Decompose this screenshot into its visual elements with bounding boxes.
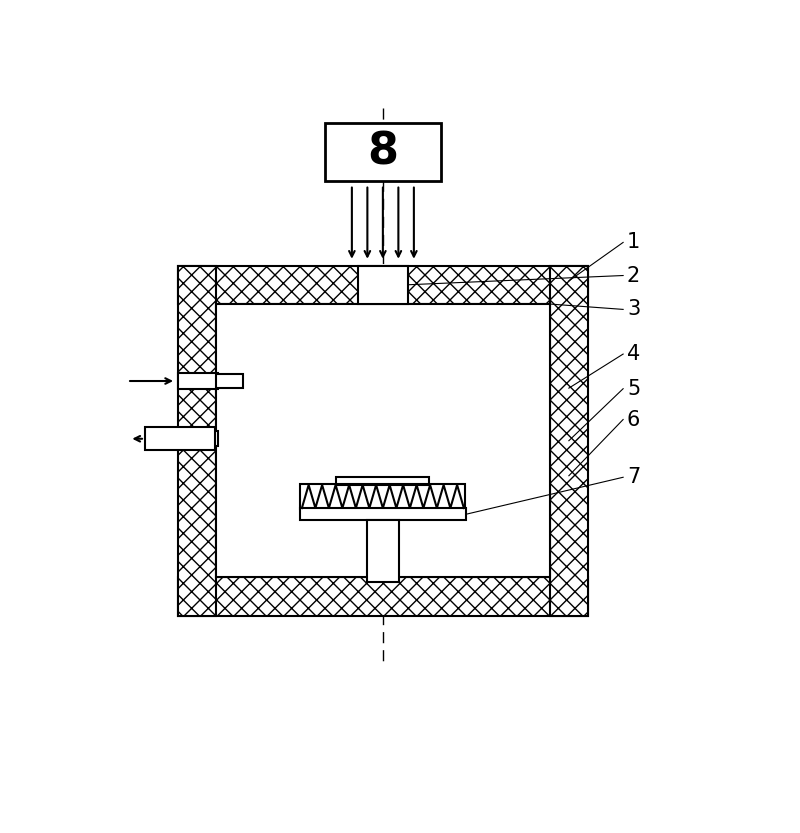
Bar (216, 374, 243, 388)
Bar (145, 427, 214, 451)
Bar (300, 484, 466, 509)
Text: 6: 6 (627, 410, 640, 430)
Bar (178, 373, 218, 389)
Bar (178, 266, 216, 616)
Bar (325, 123, 441, 181)
Bar (336, 477, 430, 485)
Text: 5: 5 (627, 379, 640, 399)
Text: 7: 7 (627, 467, 640, 487)
Bar (178, 266, 588, 304)
Text: 3: 3 (627, 299, 640, 319)
Bar (178, 431, 218, 446)
Bar (550, 266, 588, 616)
Text: 1: 1 (627, 232, 640, 252)
Bar (299, 508, 466, 521)
Bar (216, 304, 550, 577)
Bar (366, 521, 399, 582)
Text: 4: 4 (627, 344, 640, 364)
Bar (178, 577, 588, 616)
Bar (358, 266, 408, 304)
Text: 2: 2 (627, 266, 640, 286)
Text: 8: 8 (367, 131, 398, 173)
